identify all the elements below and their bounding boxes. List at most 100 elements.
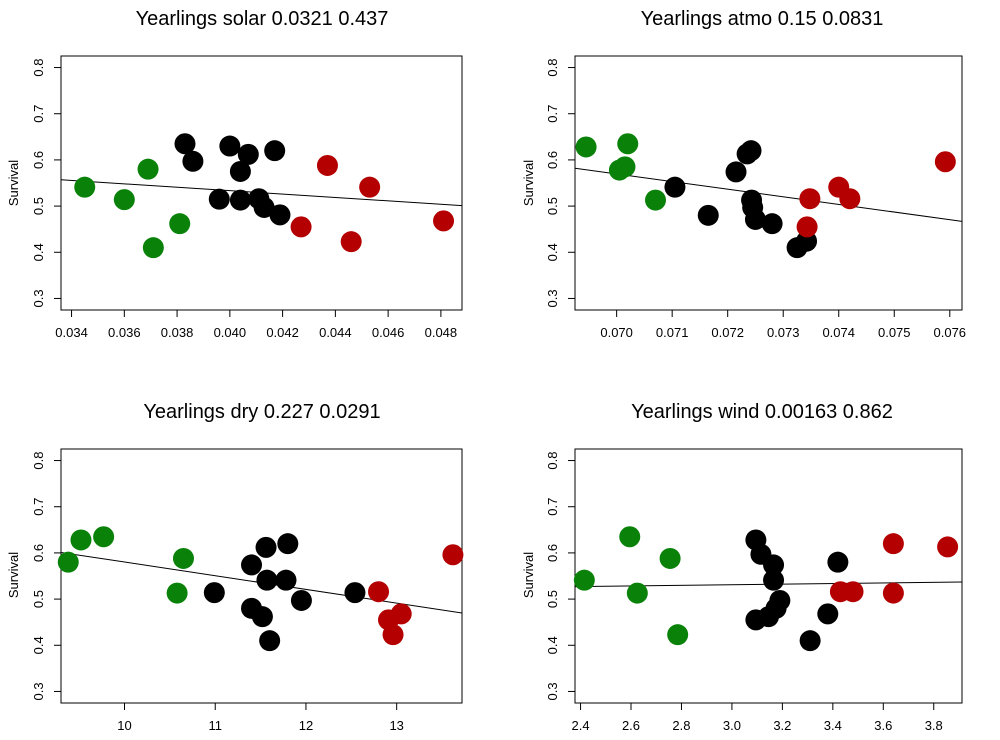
x-tick-label: 0.046	[372, 325, 405, 340]
data-point-early	[166, 582, 188, 604]
x-tick-label: 12	[299, 718, 313, 733]
y-tick-label: 0.7	[545, 105, 560, 123]
x-tick-label: 0.044	[319, 325, 352, 340]
x-tick-label: 3.4	[824, 718, 842, 733]
plot-frame	[574, 55, 963, 311]
data-point-mid	[203, 582, 225, 604]
y-tick-label: 0.3	[31, 682, 46, 700]
x-tick-label: 0.074	[822, 325, 855, 340]
data-point-mid	[740, 140, 762, 162]
y-tick-label: 0.6	[545, 544, 560, 562]
data-point-mid	[763, 569, 785, 591]
x-tick-label: 0.071	[656, 325, 689, 340]
data-point-early	[626, 582, 648, 604]
data-point-early	[659, 547, 681, 569]
data-point-mid	[290, 589, 312, 611]
plot-frame	[60, 55, 463, 311]
regression-line	[575, 167, 962, 222]
x-tick-label: 0.048	[425, 325, 458, 340]
y-tick-label: 0.6	[31, 151, 46, 169]
data-point-late	[390, 603, 412, 625]
y-tick-label: 0.4	[31, 243, 46, 261]
x-tick-label: 11	[208, 718, 222, 733]
data-point-mid	[761, 213, 783, 235]
y-tick-label: 0.5	[31, 590, 46, 608]
y-tick-label: 0.4	[545, 636, 560, 654]
y-axis-label: Survival	[521, 160, 536, 206]
x-tick-label: 13	[389, 718, 403, 733]
data-point-mid	[174, 133, 196, 155]
y-tick-label: 0.3	[31, 289, 46, 307]
data-point-early	[113, 189, 135, 211]
data-point-mid	[255, 536, 277, 558]
panel-solar: Yearlings solar 0.0321 0.437 Survival 0.…	[6, 8, 463, 340]
y-tick-label: 0.5	[31, 197, 46, 215]
data-point-mid	[253, 196, 275, 218]
x-tick-label: 3.6	[874, 718, 892, 733]
x-tick-label: 0.034	[55, 325, 88, 340]
data-point-mid	[251, 606, 273, 628]
y-tick-label: 0.8	[545, 452, 560, 470]
data-point-mid	[769, 589, 791, 611]
data-point-mid	[763, 554, 785, 576]
y-tick-label: 0.4	[545, 243, 560, 261]
panel-title: Yearlings atmo 0.15 0.0831	[641, 8, 884, 30]
y-tick-label: 0.7	[31, 105, 46, 123]
data-point-early	[142, 237, 164, 259]
data-point-late	[842, 581, 864, 603]
x-tick-label: 2.8	[672, 718, 690, 733]
data-point-late	[882, 582, 904, 604]
data-point-early	[573, 569, 595, 591]
y-tick-label: 0.5	[545, 590, 560, 608]
x-tick-label: 2.4	[572, 718, 590, 733]
data-point-early	[617, 133, 639, 155]
x-tick-label: 0.072	[711, 325, 744, 340]
panel-title: Yearlings wind 0.00163 0.862	[631, 401, 893, 423]
x-tick-label: 0.070	[600, 325, 633, 340]
panel-wind: Yearlings wind 0.00163 0.862 Survival 2.…	[521, 401, 963, 733]
x-tick-label: 10	[117, 718, 131, 733]
y-tick-label: 0.7	[545, 498, 560, 516]
data-point-mid	[344, 582, 366, 604]
x-tick-label: 0.073	[767, 325, 800, 340]
data-point-mid	[241, 554, 263, 576]
data-point-late	[442, 544, 464, 566]
data-point-mid	[269, 204, 291, 226]
y-tick-label: 0.6	[545, 151, 560, 169]
x-tick-label: 0.076	[934, 325, 967, 340]
data-point-late	[937, 536, 959, 558]
data-point-late	[433, 210, 455, 232]
data-point-mid	[697, 204, 719, 226]
x-tick-label: 3.8	[925, 718, 943, 733]
data-point-mid	[827, 551, 849, 573]
data-point-late	[882, 533, 904, 555]
y-tick-label: 0.3	[545, 682, 560, 700]
data-point-early	[57, 551, 79, 573]
data-point-late	[839, 188, 861, 210]
data-point-mid	[182, 150, 204, 172]
data-point-early	[619, 526, 641, 548]
data-point-early	[70, 529, 92, 551]
y-tick-label: 0.4	[31, 636, 46, 654]
data-point-early	[74, 176, 96, 198]
data-point-early	[667, 624, 689, 646]
y-tick-label: 0.8	[31, 452, 46, 470]
y-axis-label: Survival	[6, 160, 21, 206]
data-point-mid	[664, 176, 686, 198]
panel-atmo: Yearlings atmo 0.15 0.0831 Survival 0.07…	[521, 8, 966, 340]
y-tick-label: 0.3	[545, 289, 560, 307]
x-tick-label: 2.6	[622, 718, 640, 733]
y-tick-label: 0.8	[545, 59, 560, 77]
data-point-mid	[229, 189, 251, 211]
data-point-late	[290, 216, 312, 238]
y-tick-label: 0.7	[31, 498, 46, 516]
data-point-late	[359, 176, 381, 198]
panel-title: Yearlings dry 0.227 0.0291	[143, 401, 380, 423]
plot-frame	[60, 448, 463, 704]
data-point-mid	[259, 630, 281, 652]
data-point-late	[368, 581, 390, 603]
data-point-late	[316, 154, 338, 176]
data-point-mid	[817, 603, 839, 625]
data-point-early	[575, 136, 597, 158]
data-point-early	[169, 213, 191, 235]
